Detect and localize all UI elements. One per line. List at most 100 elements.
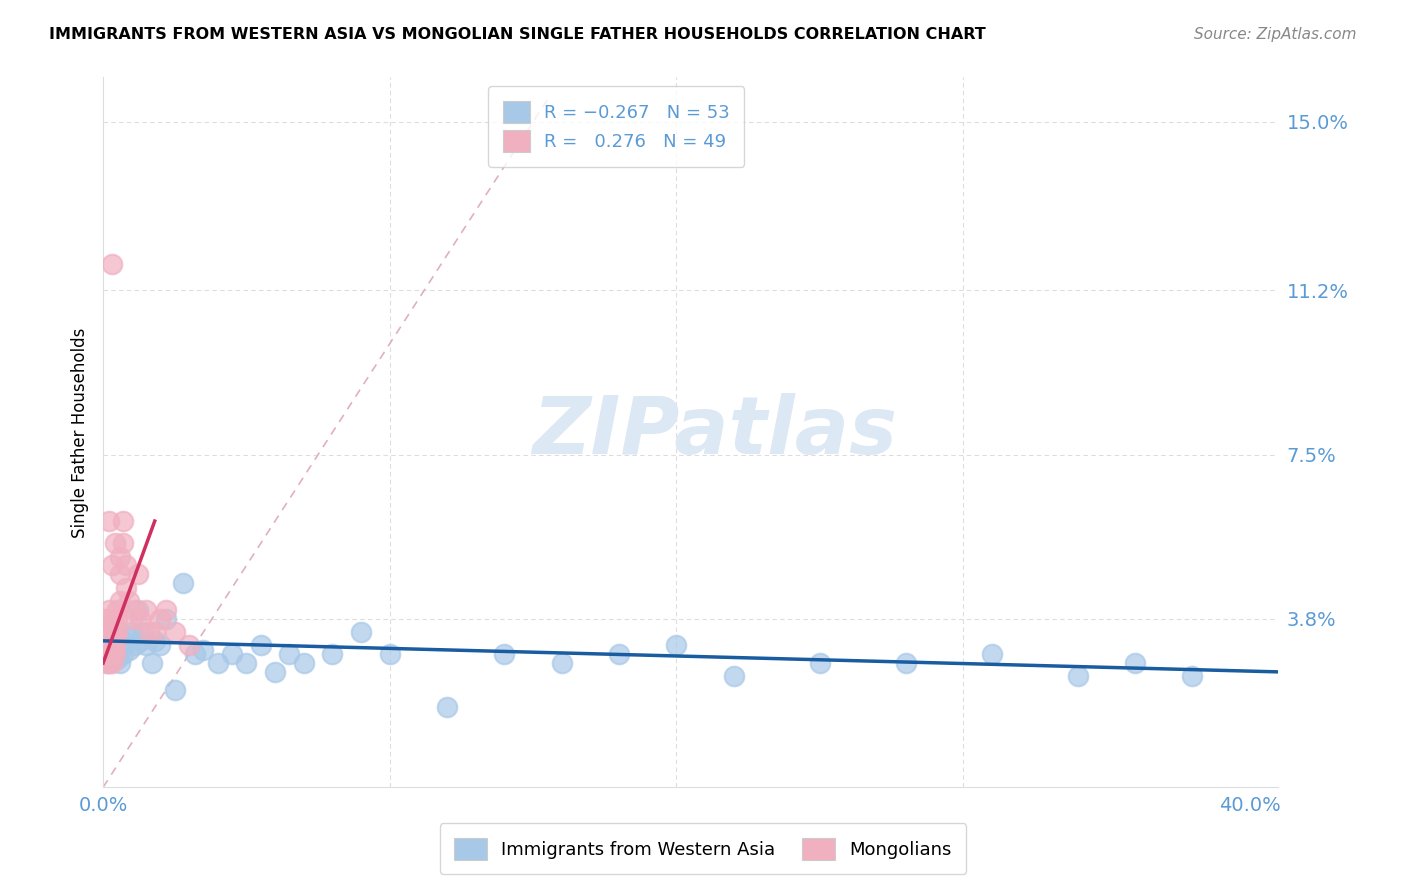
Point: [607, 647, 630, 661]
Point: [110, 567, 132, 582]
Point: [172, 576, 194, 591]
Point: [129, 612, 152, 626]
Point: [97, 514, 120, 528]
Point: [100, 638, 122, 652]
Point: [94, 647, 117, 661]
Point: [104, 621, 127, 635]
Point: [112, 647, 135, 661]
Point: [97, 647, 120, 661]
Point: [104, 638, 127, 652]
Point: [221, 647, 243, 661]
Point: [184, 647, 207, 661]
Point: [124, 603, 146, 617]
Point: [149, 638, 172, 652]
Point: [107, 624, 129, 639]
Point: [115, 581, 138, 595]
Point: [249, 638, 271, 652]
Point: [94, 629, 117, 643]
Point: [118, 642, 141, 657]
Point: [321, 647, 343, 661]
Point: [894, 656, 917, 670]
Point: [104, 647, 127, 661]
Point: [264, 665, 287, 679]
Text: Source: ZipAtlas.com: Source: ZipAtlas.com: [1194, 27, 1357, 42]
Point: [292, 656, 315, 670]
Point: [100, 624, 122, 639]
Point: [112, 536, 135, 550]
Point: [115, 558, 138, 573]
Point: [94, 621, 117, 635]
Legend: R = −0.267   N = 53, R =   0.276   N = 49: R = −0.267 N = 53, R = 0.276 N = 49: [488, 87, 744, 167]
Point: [94, 638, 117, 652]
Point: [104, 536, 127, 550]
Point: [143, 624, 166, 639]
Point: [107, 651, 129, 665]
Point: [127, 603, 149, 617]
Point: [143, 633, 166, 648]
Point: [97, 629, 120, 643]
Point: [551, 656, 574, 670]
Legend: Immigrants from Western Asia, Mongolians: Immigrants from Western Asia, Mongolians: [440, 823, 966, 874]
Point: [100, 629, 122, 643]
Point: [808, 656, 831, 670]
Point: [112, 633, 135, 648]
Point: [163, 682, 186, 697]
Point: [1123, 656, 1146, 670]
Point: [100, 558, 122, 573]
Point: [97, 633, 120, 648]
Point: [155, 612, 177, 626]
Point: [100, 633, 122, 648]
Point: [135, 638, 157, 652]
Point: [135, 603, 157, 617]
Point: [141, 656, 163, 670]
Point: [104, 638, 127, 652]
Point: [97, 656, 120, 670]
Point: [723, 669, 745, 683]
Point: [110, 656, 132, 670]
Point: [149, 612, 172, 626]
Point: [100, 647, 122, 661]
Point: [94, 633, 117, 648]
Point: [110, 594, 132, 608]
Point: [378, 647, 401, 661]
Y-axis label: Single Father Households: Single Father Households: [72, 327, 89, 538]
Point: [980, 647, 1002, 661]
Point: [155, 603, 177, 617]
Point: [100, 642, 122, 657]
Point: [107, 612, 129, 626]
Point: [132, 624, 155, 639]
Point: [124, 638, 146, 652]
Point: [107, 603, 129, 617]
Point: [193, 642, 215, 657]
Point: [100, 621, 122, 635]
Point: [127, 567, 149, 582]
Point: [110, 549, 132, 564]
Point: [97, 603, 120, 617]
Point: [100, 257, 122, 271]
Point: [129, 633, 152, 648]
Point: [1067, 669, 1090, 683]
Point: [97, 651, 120, 665]
Point: [97, 612, 120, 626]
Point: [494, 647, 516, 661]
Point: [665, 638, 688, 652]
Point: [436, 700, 458, 714]
Point: [163, 624, 186, 639]
Point: [121, 624, 143, 639]
Point: [138, 624, 160, 639]
Point: [107, 624, 129, 639]
Point: [97, 638, 120, 652]
Point: [207, 656, 229, 670]
Point: [112, 514, 135, 528]
Point: [179, 638, 201, 652]
Point: [1181, 669, 1204, 683]
Point: [278, 647, 301, 661]
Text: IMMIGRANTS FROM WESTERN ASIA VS MONGOLIAN SINGLE FATHER HOUSEHOLDS CORRELATION C: IMMIGRANTS FROM WESTERN ASIA VS MONGOLIA…: [49, 27, 986, 42]
Point: [118, 594, 141, 608]
Point: [115, 629, 138, 643]
Point: [94, 656, 117, 670]
Point: [235, 656, 257, 670]
Point: [121, 612, 143, 626]
Point: [110, 642, 132, 657]
Point: [100, 656, 122, 670]
